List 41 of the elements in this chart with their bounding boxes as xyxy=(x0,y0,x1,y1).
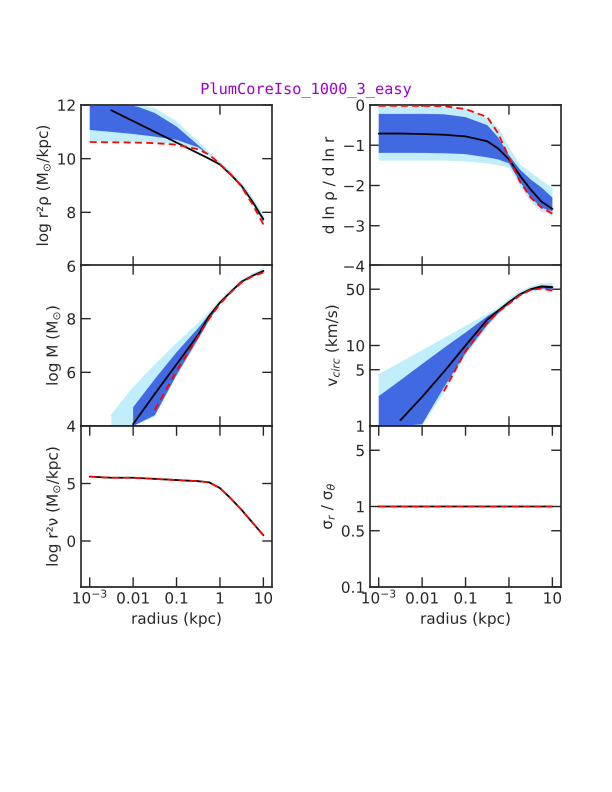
x-tick-label: 1 xyxy=(216,592,224,604)
y-tick-label: 1 xyxy=(357,420,364,432)
y-tick-label: −4 xyxy=(344,260,364,272)
x-axis-title: radius (kpc) xyxy=(421,612,510,627)
y-tick-label: 0 xyxy=(356,99,364,112)
y-tick-label: 6 xyxy=(67,366,76,378)
y-tick-label: 5 xyxy=(68,478,75,490)
y-tick-label: 8 xyxy=(67,206,76,218)
y-tick-label: 6 xyxy=(67,260,76,272)
x-tick-label: 10$^{−3}$ xyxy=(362,590,396,604)
y-axis-title: v$_{circ}$ (km/s) xyxy=(325,306,340,386)
y-axis-title: log M (M$_{⊙}$) xyxy=(46,306,61,384)
x-tick-label: 0.01 xyxy=(406,592,438,604)
y-tick-label: 1 xyxy=(357,501,364,512)
y-tick-label: 50 xyxy=(346,284,364,296)
y-axis-title: d ln ρ / d ln r xyxy=(322,136,338,234)
y-tick-label: 0 xyxy=(67,535,76,548)
x-tick-label: 10 xyxy=(544,592,562,604)
y-axis-title: log r²ρ (M$_{⊙}$/kpc) xyxy=(36,126,52,246)
x-tick-label: 10 xyxy=(255,592,272,604)
x-tick-label: 10$^{−3}$ xyxy=(73,590,106,604)
text: PlumCoreIso_1000_3_easy xyxy=(202,82,412,98)
y-tick-label: 10 xyxy=(347,340,364,352)
y-tick-label: 0.1 xyxy=(342,581,364,594)
x-tick-label: 1 xyxy=(506,592,512,604)
y-tick-label: 5 xyxy=(356,364,364,376)
y-axis-title: σ$_{r}$ / σ$_{θ}$ xyxy=(320,484,335,529)
y-tick-label: 4 xyxy=(67,420,76,432)
x-tick-label: 0.1 xyxy=(165,592,188,604)
y-tick-label: −3 xyxy=(344,220,364,232)
x-tick-label: 0.01 xyxy=(117,592,149,604)
y-tick-label: 10 xyxy=(58,153,76,165)
y-tick-label: 0.5 xyxy=(342,525,364,537)
x-axis-title: radius (kpc) xyxy=(132,612,221,627)
y-tick-label: 8 xyxy=(67,313,76,325)
y-tick-label: 12 xyxy=(58,99,75,111)
y-tick-label: −2 xyxy=(344,180,364,192)
y-tick-label: −1 xyxy=(344,140,364,152)
x-tick-label: 0.1 xyxy=(454,592,476,604)
y-axis-title: log r²ν (M$_{⊙}$/kpc) xyxy=(46,448,61,566)
y-tick-label: 5 xyxy=(356,444,364,456)
